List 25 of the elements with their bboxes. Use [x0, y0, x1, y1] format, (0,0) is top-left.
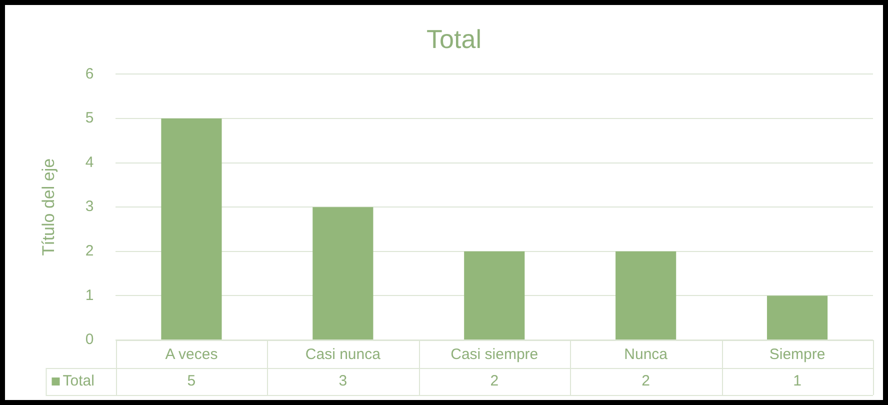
y-tick-label: 2: [85, 242, 94, 260]
data-label: 2: [642, 372, 650, 390]
y-axis-title: Título del eje: [38, 158, 58, 256]
bar: [616, 251, 676, 340]
data-label: 2: [490, 372, 499, 390]
bar: [312, 207, 374, 340]
y-tick-label: 6: [85, 65, 94, 82]
bar: [161, 118, 222, 340]
y-tick-label: 4: [85, 154, 94, 171]
x-tick-label: Siempre: [769, 346, 826, 364]
legend-label: Total: [62, 372, 94, 390]
y-tick-label: 3: [85, 198, 94, 216]
x-tick-label: Casi siempre: [450, 346, 538, 364]
data-label: 5: [187, 372, 196, 390]
x-tick-label: A veces: [165, 346, 218, 364]
y-tick-label: 0: [85, 331, 94, 348]
data-label: 3: [338, 372, 348, 390]
data-label: 1: [793, 372, 802, 390]
y-tick-label: 5: [85, 110, 94, 127]
chart-title: Total: [426, 24, 482, 54]
y-tick-label: 1: [85, 286, 94, 304]
bar: [766, 296, 828, 340]
x-tick-label: Casi nunca: [305, 346, 382, 364]
bar: [464, 251, 525, 340]
x-tick-label: Nunca: [624, 346, 668, 364]
